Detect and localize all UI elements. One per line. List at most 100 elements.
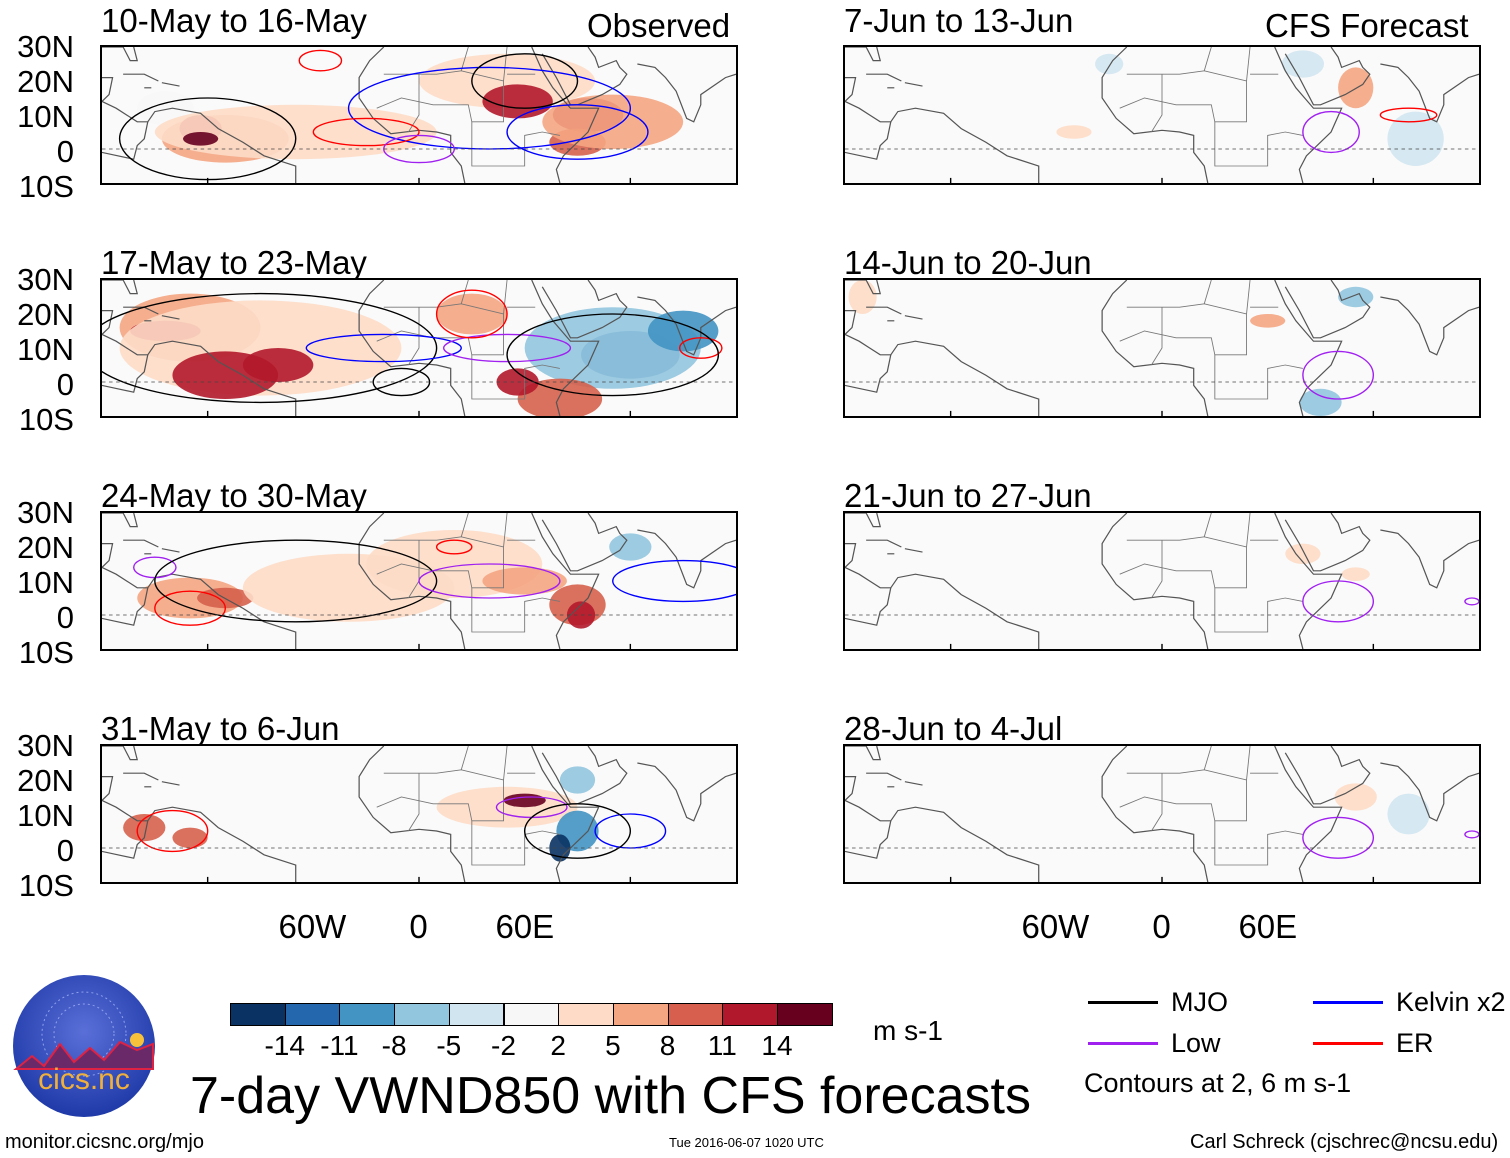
lon-label: 0: [1152, 908, 1171, 945]
lon-label: 60E: [495, 908, 555, 945]
observed-column-label: Observed: [587, 7, 731, 44]
observed-map-panel: [100, 511, 738, 651]
country-border: [1151, 540, 1163, 599]
wind-anomaly-area: [496, 368, 539, 396]
country-border: [376, 303, 504, 356]
colorbar-swatch: [284, 1003, 341, 1026]
lon-label: 0: [409, 908, 428, 945]
forecast-panel-title: 14-Jun to 20-Jun: [844, 244, 1092, 281]
lat-label: 20N: [17, 530, 74, 565]
country-border: [1203, 47, 1212, 71]
colorbar-label: -11: [320, 1030, 359, 1061]
wind-shading: [1334, 783, 1430, 835]
coastline: [541, 280, 628, 339]
wind-anomaly-area: [1056, 125, 1092, 139]
colorbar-label: -5: [436, 1030, 462, 1061]
source-url[interactable]: monitor.cicsnc.org/mjo: [5, 1131, 204, 1153]
wind-anomaly-area: [1387, 793, 1430, 835]
lat-label: 10S: [18, 635, 74, 670]
forecast-map-panel: [843, 45, 1481, 185]
cics-logo: cics.nc: [12, 974, 157, 1119]
observed-panel-title: 31-May to 6-Jun: [101, 710, 340, 747]
coastline: [102, 746, 139, 761]
coastline: [531, 280, 600, 416]
country-border: [408, 74, 420, 133]
coastline: [541, 513, 628, 572]
coastline: [866, 306, 902, 315]
coastline: [358, 746, 466, 882]
colorbar-swatch: [339, 1003, 396, 1026]
wind-anomaly-area: [183, 132, 219, 146]
wind-anomaly-area: [1250, 314, 1286, 328]
wind-shading: [1285, 543, 1370, 581]
filter-contour: [523, 803, 632, 859]
coastline: [541, 47, 628, 106]
country-border: [1203, 513, 1212, 537]
coastline: [845, 310, 857, 335]
colorbar-swatch: [558, 1003, 614, 1026]
country-border: [1246, 513, 1251, 548]
colorbar-label: 8: [659, 1030, 676, 1061]
filter-contour: [442, 333, 572, 363]
legend-label: Kelvin x2: [1396, 987, 1506, 1017]
filter-contour: [132, 556, 177, 579]
contour-note: Contours at 2, 6 m s-1: [1084, 1068, 1352, 1098]
country-border: [1203, 746, 1212, 770]
coastline: [1274, 513, 1343, 649]
legend-line: [1088, 1001, 1158, 1004]
filter-contour: [102, 292, 438, 404]
lat-label: 30N: [17, 495, 74, 530]
coastline: [531, 47, 600, 183]
coastline: [1274, 47, 1343, 183]
forecast-panel-title: 28-Jun to 4-Jul: [844, 710, 1063, 747]
legend-label: Low: [1171, 1028, 1221, 1058]
country-border: [408, 773, 420, 832]
coastline: [102, 776, 114, 801]
coastline: [161, 781, 180, 786]
country-border: [460, 47, 469, 71]
coastline: [845, 280, 882, 295]
observed-panel-title: 10-May to 16-May: [101, 2, 367, 39]
coastline: [541, 746, 628, 805]
wind-anomaly-area: [517, 378, 603, 416]
filter-contour: [305, 333, 462, 363]
observed-map-panel: [100, 744, 738, 884]
coastline: [1380, 762, 1479, 822]
coastline: [102, 513, 139, 528]
wind-anomaly-area: [137, 577, 243, 619]
country-border: [376, 70, 504, 123]
coastline: [102, 280, 139, 295]
country-border: [1214, 820, 1303, 866]
coastline: [102, 100, 297, 183]
filter-contour: [1302, 580, 1375, 623]
lat-label: 0: [56, 833, 74, 868]
filter-contour: [612, 559, 736, 603]
filter-contour: [1302, 350, 1375, 400]
country-border: [503, 47, 508, 82]
colorbar-label: 5: [605, 1030, 621, 1061]
colorbar-swatch: [667, 1003, 724, 1026]
colorbar-swatch: [722, 1003, 778, 1026]
colorbar-label: -14: [264, 1030, 305, 1061]
coastline: [845, 354, 892, 393]
filter-contour: [1302, 110, 1360, 154]
colorbar-swatch: [394, 1003, 450, 1026]
country-border: [503, 280, 508, 315]
wind-anomaly-area: [647, 310, 719, 352]
coastline: [102, 77, 114, 102]
filter-contour: [1302, 816, 1375, 859]
wind-anomaly-area: [1281, 50, 1325, 78]
filter-contour: [678, 337, 723, 359]
country-border: [503, 746, 508, 781]
coastline: [845, 746, 882, 761]
country-border: [1119, 303, 1247, 356]
coastline: [123, 772, 159, 781]
filter-contour: [506, 104, 649, 160]
forecast-map-panel: [843, 278, 1481, 418]
coastline: [845, 100, 1040, 183]
legend-line: [1313, 1001, 1383, 1004]
coastline: [845, 543, 857, 568]
wind-anomaly-area: [436, 786, 578, 828]
filter-contour: [435, 289, 508, 339]
coastline: [102, 587, 149, 626]
